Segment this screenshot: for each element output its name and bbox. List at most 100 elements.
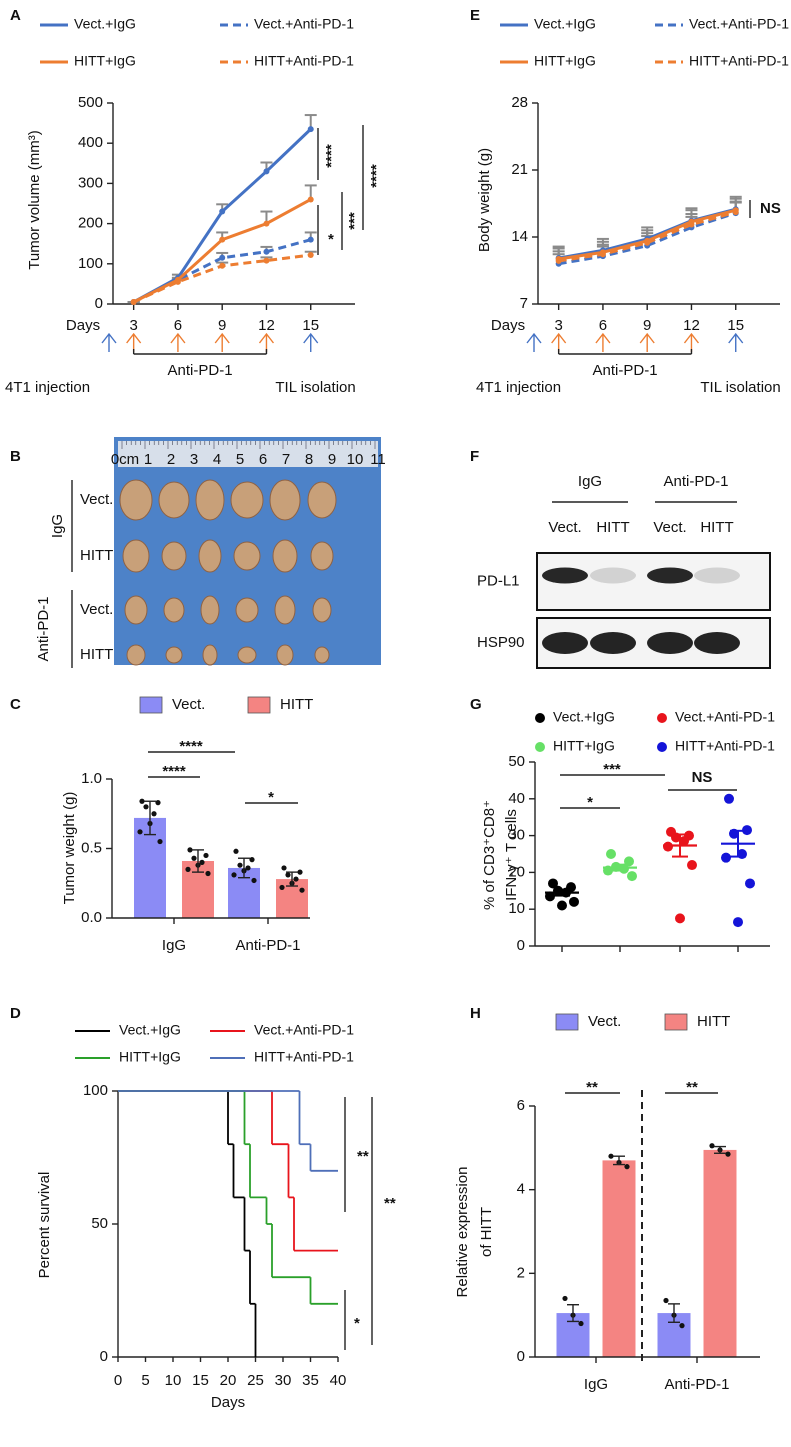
- legend-swatch: [139, 696, 163, 714]
- legend-swatch: [657, 742, 667, 752]
- y-tick-label: 50: [508, 753, 525, 770]
- legend-label: HITT+IgG: [534, 53, 596, 69]
- row-label: HITT: [80, 547, 113, 564]
- point: [263, 257, 270, 264]
- tumor: [165, 646, 183, 664]
- data-point: [139, 798, 145, 804]
- significance-label: **: [686, 1079, 698, 1096]
- significance-label: *: [354, 1315, 360, 1332]
- x-axis-label: Days: [211, 1394, 245, 1411]
- series-line: [132, 238, 312, 304]
- y-tick-label: 0: [517, 937, 525, 954]
- tumor: [202, 644, 218, 666]
- legend-label: HITT: [280, 696, 313, 713]
- x-tick-label: 3: [554, 317, 562, 334]
- ruler-label: 0cm: [111, 451, 139, 468]
- x-tick-label: 12: [258, 317, 275, 334]
- arrow: [728, 332, 744, 352]
- data-point: [745, 878, 755, 889]
- point: [307, 126, 314, 133]
- x-tick-label: 40: [330, 1372, 347, 1389]
- tumor: [307, 481, 337, 519]
- tumor: [312, 597, 332, 623]
- tumor: [237, 646, 257, 664]
- lane-label: HITT: [596, 519, 629, 536]
- x-axis-label: Days: [491, 317, 525, 334]
- y-tick-label: 6: [517, 1097, 525, 1114]
- x-tick-label: 35: [302, 1372, 319, 1389]
- tumor: [235, 597, 259, 623]
- data-point: [675, 913, 685, 924]
- legend-label: Vect.+Anti-PD-1: [254, 16, 354, 32]
- y-tick-label: 400: [78, 134, 103, 151]
- tumor: [198, 539, 222, 573]
- significance-label: NS: [692, 769, 713, 786]
- ruler-label: 6: [259, 451, 267, 468]
- tumor: [122, 539, 150, 573]
- y-tick-label: 50: [91, 1215, 108, 1232]
- y-axis-label: Body weight (g): [476, 148, 493, 252]
- legend-swatch: [535, 742, 545, 752]
- arrow: [214, 332, 230, 352]
- legend-swatch: [657, 713, 667, 723]
- y-axis-label: Relative expression: [454, 1167, 471, 1298]
- y-tick-label: 20: [508, 863, 525, 880]
- ruler-label: 11: [370, 451, 386, 468]
- point: [219, 236, 226, 243]
- band: [694, 632, 740, 654]
- data-point: [742, 825, 752, 836]
- data-point: [663, 841, 673, 852]
- row-label: Vect.: [80, 491, 113, 508]
- panel-letter: H: [470, 1005, 481, 1022]
- data-point: [548, 878, 558, 889]
- tumor: [124, 595, 148, 625]
- annotation: 4T1 injection: [476, 379, 561, 396]
- tumor: [119, 479, 153, 521]
- data-point: [663, 1297, 669, 1304]
- panel-letter: F: [470, 448, 479, 465]
- y-tick-label: 4: [517, 1181, 525, 1198]
- data-point: [545, 891, 555, 902]
- tumor: [276, 644, 294, 666]
- y-tick-label: 200: [78, 215, 103, 232]
- ruler: [118, 441, 378, 467]
- x-tick-label: Anti-PD-1: [664, 1376, 729, 1393]
- data-point: [293, 876, 299, 882]
- data-point: [733, 917, 743, 928]
- x-tick-label: 15: [302, 317, 319, 334]
- annotation: TIL isolation: [275, 379, 355, 396]
- point: [599, 251, 606, 258]
- data-point: [285, 872, 291, 878]
- point: [219, 208, 226, 215]
- data-point: [578, 1320, 584, 1327]
- legend-swatch: [535, 713, 545, 723]
- row-label: HITT: [80, 646, 113, 663]
- point: [732, 209, 739, 216]
- tumor: [161, 541, 187, 571]
- group-label: Anti-PD-1: [663, 473, 728, 490]
- x-tick-label: 6: [174, 317, 182, 334]
- data-point: [157, 838, 163, 845]
- data-point: [562, 1295, 568, 1302]
- legend-label: HITT+Anti-PD-1: [254, 53, 354, 69]
- significance-label: **: [384, 1195, 396, 1212]
- data-point: [624, 1164, 630, 1170]
- legend-label: HITT+IgG: [119, 1049, 181, 1065]
- legend-label: Vect.: [172, 696, 205, 713]
- significance-label: ****: [162, 763, 186, 780]
- data-point: [143, 804, 149, 810]
- data-point: [137, 829, 143, 835]
- series-line: [558, 210, 737, 263]
- x-tick-label: 3: [129, 317, 137, 334]
- band: [647, 567, 693, 584]
- ruler-label: 1: [144, 451, 152, 468]
- y-axis-label: Tumor volume (mm³): [26, 130, 43, 269]
- data-point: [606, 849, 616, 859]
- lane-label: Vect.: [548, 519, 581, 536]
- tumor: [272, 539, 298, 573]
- significance-label: *: [587, 794, 593, 811]
- data-point: [231, 872, 237, 878]
- significance-label: ****: [323, 144, 340, 168]
